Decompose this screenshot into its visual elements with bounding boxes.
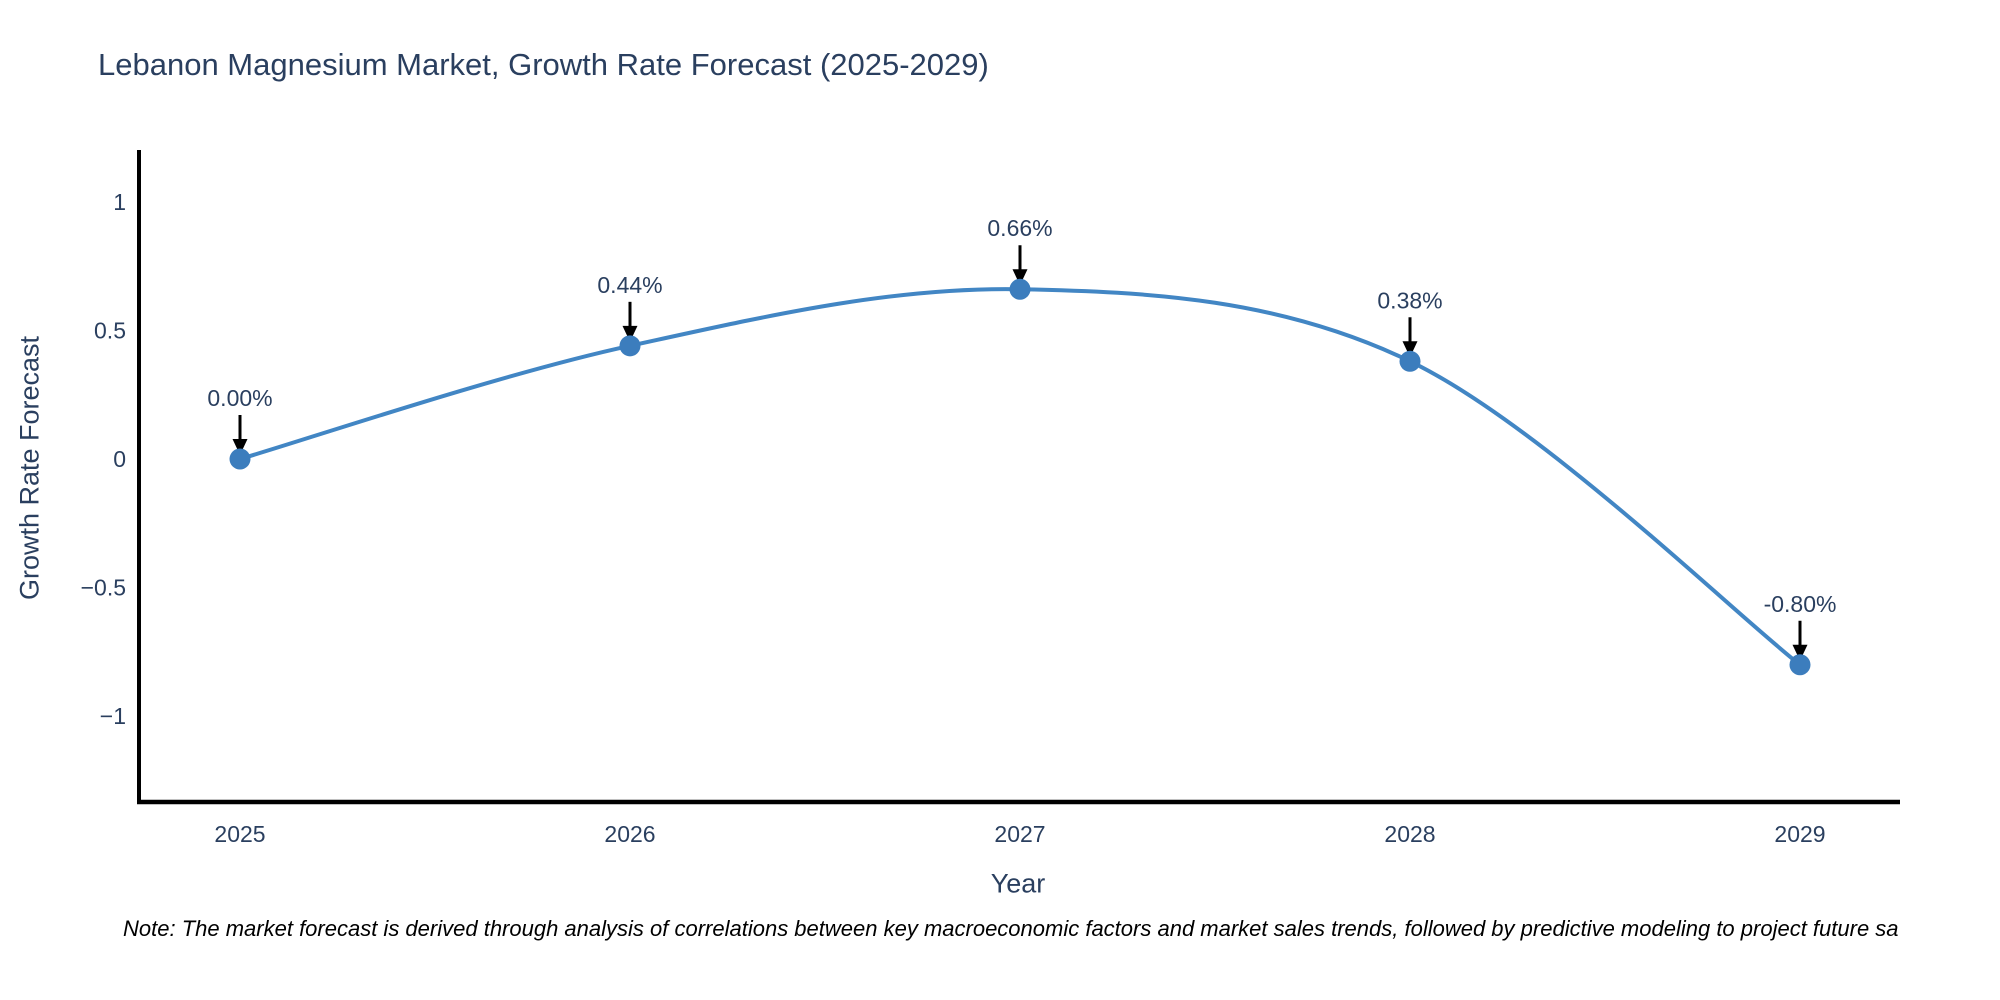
y-tick-label-0.5: 0.5 bbox=[94, 317, 126, 343]
x-tick-label-2028: 2028 bbox=[1384, 821, 1435, 847]
data-point-2026[interactable] bbox=[619, 335, 641, 357]
x-tick-label-2025: 2025 bbox=[214, 821, 265, 847]
annotation-label-2026: 0.44% bbox=[597, 272, 662, 298]
x-tick-label-2026: 2026 bbox=[604, 821, 655, 847]
data-point-2029[interactable] bbox=[1789, 654, 1811, 676]
y-tick-label-1: 1 bbox=[113, 189, 126, 215]
y-tick-label-0: 0 bbox=[113, 446, 126, 472]
annotation-label-2027: 0.66% bbox=[987, 215, 1052, 241]
data-point-2028[interactable] bbox=[1399, 350, 1421, 372]
x-tick-label-2029: 2029 bbox=[1774, 821, 1825, 847]
y-tick-label-neg1: −1 bbox=[100, 703, 126, 729]
annotation-label-2029: -0.80% bbox=[1764, 591, 1837, 617]
annotation-arrowhead-2029 bbox=[1792, 644, 1808, 661]
annotation-arrowhead-2025 bbox=[232, 439, 248, 455]
y-tick-label-neg0.5: −0.5 bbox=[81, 575, 126, 601]
chart-title: Lebanon Magnesium Market, Growth Rate Fo… bbox=[98, 47, 989, 82]
data-point-2027[interactable] bbox=[1009, 278, 1031, 300]
annotation-label-2028: 0.38% bbox=[1377, 287, 1442, 313]
x-tick-label-2027: 2027 bbox=[994, 821, 1045, 847]
annotation-arrowhead-2028 bbox=[1402, 341, 1418, 358]
annotation-label-2025: 0.00% bbox=[207, 385, 272, 411]
series-line bbox=[238, 287, 1802, 667]
annotation-arrowhead-2026 bbox=[622, 325, 638, 342]
x-axis-title: Year bbox=[990, 868, 1046, 899]
footnote: Note: The market forecast is derived thr… bbox=[123, 916, 1899, 941]
data-point-2025[interactable] bbox=[229, 448, 251, 470]
annotation-arrowhead-2027 bbox=[1012, 269, 1028, 286]
